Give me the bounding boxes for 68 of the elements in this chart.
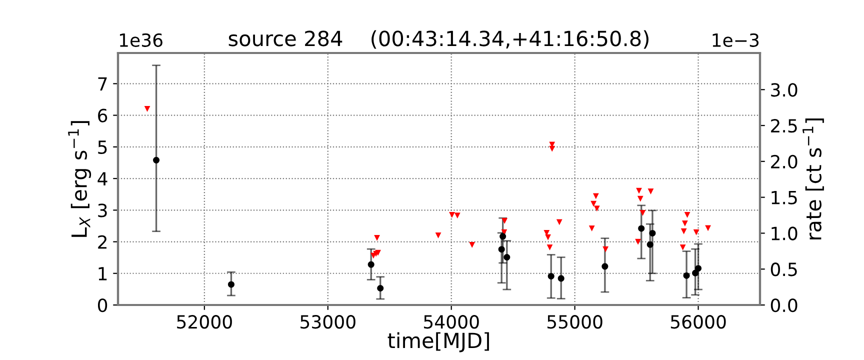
point (680, 244, 686, 250)
y2-tick-label: 0.0 (770, 298, 798, 312)
chart-title: source 284 (00:43:14.34,+41:16:50.8) (228, 30, 648, 49)
point (705, 225, 711, 232)
point (640, 210, 646, 216)
point (590, 200, 597, 207)
point (504, 254, 510, 261)
point (588, 226, 595, 232)
y-tick-label: 7 (98, 77, 107, 91)
point (680, 228, 687, 234)
y-tick-label: 0 (98, 298, 108, 312)
point (153, 156, 160, 164)
point (469, 242, 476, 248)
point (502, 218, 508, 224)
x-tick-label: 56000 (670, 315, 726, 329)
point (638, 225, 645, 232)
point (602, 246, 608, 252)
y2-tick-label: 2.5 (771, 118, 797, 133)
point (693, 229, 700, 236)
x-tick-label: 52000 (177, 315, 232, 329)
point (649, 230, 656, 236)
point (556, 219, 562, 226)
y-axis-title: L$_{X}$ [erg s$^{−1}$] (68, 121, 92, 237)
y2-tick-label: 0.5 (770, 262, 797, 276)
point (558, 275, 564, 282)
point (500, 233, 506, 240)
y2-tick-label: 3.0 (771, 83, 798, 97)
point (695, 265, 702, 272)
x-axis-title: time[MJD] (388, 332, 489, 352)
point (646, 241, 654, 248)
y-tick-label: 6 (98, 108, 108, 122)
y-tick-label: 4 (98, 172, 108, 186)
point (602, 263, 608, 270)
text: 1e36 (120, 33, 162, 47)
point (368, 261, 374, 268)
point (594, 206, 600, 212)
point (377, 284, 384, 292)
point (637, 196, 644, 202)
text: 1e−3 (712, 33, 759, 47)
y-tick-label: 2 (98, 235, 106, 249)
y-tick-label: 3 (98, 204, 107, 218)
point (546, 244, 553, 250)
point (144, 106, 150, 112)
y2-tick-label: 1.5 (772, 191, 797, 204)
point (498, 246, 505, 253)
point (374, 235, 380, 241)
x-tick-label: 55000 (547, 315, 602, 329)
x-tick-label: 54000 (424, 315, 479, 329)
y2-tick-label: 2.0 (771, 154, 798, 169)
y-tick-label: 1 (98, 267, 107, 280)
point (636, 188, 642, 194)
x-tick-label: 53000 (300, 315, 356, 329)
y2-axis-title: rate [ct s$^{−1}$] (802, 118, 824, 240)
point (648, 188, 654, 194)
point (545, 234, 551, 240)
y-tick-label: 5 (98, 140, 107, 154)
y2-tick-label: 1.0 (772, 226, 798, 240)
point (549, 146, 556, 152)
point (692, 270, 699, 276)
point (228, 281, 234, 288)
point (449, 212, 455, 218)
point (684, 212, 690, 218)
point (592, 193, 599, 200)
point (454, 212, 460, 218)
point (683, 272, 690, 279)
point (435, 232, 442, 238)
point (682, 220, 688, 226)
point (548, 272, 554, 280)
